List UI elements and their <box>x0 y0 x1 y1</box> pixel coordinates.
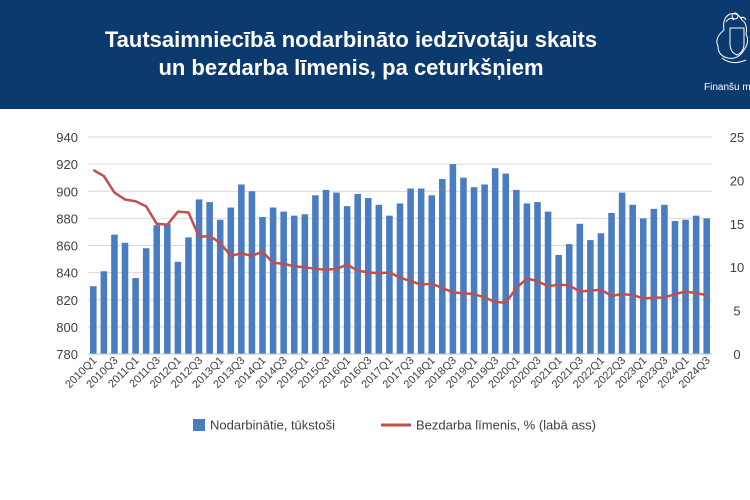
chart: 780 800 820 840 860 880 900 920 940 0 5 10 15 20 25 2… <box>56 130 744 433</box>
bar-2023Q1 <box>639 218 647 354</box>
right-axis-tick-label: 0 <box>733 347 740 362</box>
bar-2015Q1 <box>301 214 309 354</box>
unemployment-line <box>92 168 707 305</box>
bar-2010Q1 <box>90 286 97 354</box>
left-axis-tick-label: 840 <box>56 266 78 281</box>
legend: Nodarbinātie, tūkstoši Bezdarba līmenis,… <box>193 418 596 433</box>
left-axis-tick-label: 860 <box>56 239 78 254</box>
bar-2020Q1 <box>513 189 520 354</box>
left-axis-tick-label: 880 <box>56 211 78 226</box>
bar-2021Q2 <box>565 244 573 354</box>
bar-2011Q2 <box>142 248 150 354</box>
right-axis-tick-label: 20 <box>730 173 744 188</box>
bar-2020Q4 <box>544 211 552 354</box>
bar-2021Q4 <box>587 240 594 354</box>
bar-2016Q2 <box>354 193 361 354</box>
bar-2022Q4 <box>629 204 636 354</box>
bar-2013Q4 <box>248 191 256 354</box>
bar-2019Q4 <box>502 173 510 354</box>
legend-swatch-employed <box>193 419 205 431</box>
bar-2011Q1 <box>132 278 139 354</box>
bar-2019Q1 <box>470 187 478 354</box>
bar-2023Q2 <box>650 208 658 354</box>
bar-2020Q3 <box>534 202 541 354</box>
bar-2022Q1 <box>597 233 605 354</box>
bar-2015Q3 <box>322 189 330 354</box>
left-axis-tick-label: 780 <box>56 347 78 362</box>
bar-2011Q3 <box>153 225 161 354</box>
bar-2024Q1 <box>682 219 689 354</box>
title-line-1: Tautsaimniecībā nodarbināto iedzīvotāju … <box>104 27 598 52</box>
bar-2017Q4 <box>417 188 425 354</box>
legend-label-unemployment: Bezdarba līmenis, % (labā ass) <box>416 418 596 433</box>
header-bar: Tautsaimniecībā nodarbināto iedzīvotāju … <box>0 0 750 109</box>
bar-2017Q1 <box>386 215 393 354</box>
bar-2017Q3 <box>407 188 414 354</box>
bar-2021Q1 <box>555 254 562 354</box>
bar-2010Q2 <box>100 271 108 354</box>
bar-2012Q3 <box>195 199 203 354</box>
left-axis-tick-label: 900 <box>56 184 78 199</box>
bar-2014Q2 <box>269 207 277 354</box>
page-title: Tautsaimniecībā nodarbināto iedzīvotāju … <box>0 26 702 82</box>
bar-2023Q3 <box>661 204 668 354</box>
left-axis-tick-label: 800 <box>56 320 78 335</box>
bar-2012Q1 <box>174 261 182 354</box>
bar-2016Q4 <box>375 204 383 354</box>
bar-2019Q3 <box>491 168 499 354</box>
title-line-2: un bezdarba līmenis, pa ceturkšņiem <box>158 55 544 80</box>
bar-2013Q1 <box>216 219 224 354</box>
bar-2015Q4 <box>333 192 340 354</box>
bar-2012Q2 <box>185 237 192 354</box>
bar-2018Q4 <box>460 177 467 354</box>
bar-2014Q3 <box>280 211 287 354</box>
bar-2016Q1 <box>343 206 351 354</box>
bar-2013Q3 <box>238 184 245 354</box>
bar-2010Q3 <box>111 234 118 354</box>
right-axis-tick-label: 25 <box>730 130 744 145</box>
bar-2022Q3 <box>618 192 626 354</box>
bar-2015Q2 <box>312 195 319 354</box>
bar-2011Q4 <box>164 223 171 354</box>
x-axis-ticks: 2010Q12010Q32011Q12011Q32012Q12012Q32013… <box>63 353 713 391</box>
bar-2012Q4 <box>206 202 213 354</box>
bar-2014Q4 <box>290 215 298 354</box>
line-series <box>92 168 707 305</box>
bar-2018Q3 <box>449 164 457 354</box>
right-axis-tick-label: 10 <box>730 260 744 275</box>
bar-2023Q4 <box>671 221 679 354</box>
bar-2024Q2 <box>692 215 700 354</box>
right-axis-tick-label: 5 <box>733 304 740 319</box>
bar-2016Q3 <box>364 198 372 354</box>
coat-of-arms-logo: Finanšu m <box>704 8 750 103</box>
right-axis-ticks: 0 5 10 15 20 25 <box>730 130 744 362</box>
left-axis-tick-label: 820 <box>56 293 78 308</box>
bar-2013Q2 <box>227 207 235 354</box>
bar-2010Q4 <box>121 242 129 354</box>
bar-2024Q3 <box>703 218 710 354</box>
bar-2018Q1 <box>428 195 436 354</box>
right-axis-tick-label: 15 <box>730 217 744 232</box>
bar-2014Q1 <box>259 217 266 354</box>
bar-2018Q2 <box>439 179 446 354</box>
bar-2022Q2 <box>608 212 615 354</box>
left-axis-tick-label: 920 <box>56 157 78 172</box>
bar-2019Q2 <box>481 184 488 354</box>
bar-series <box>90 164 710 354</box>
left-axis-tick-label: 940 <box>56 130 78 145</box>
logo-label: Finanšu m <box>704 82 750 93</box>
coat-of-arms-icon <box>716 12 749 64</box>
left-axis-ticks: 780 800 820 840 860 880 900 920 940 <box>56 130 78 362</box>
legend-label-employed: Nodarbinātie, tūkstoši <box>210 418 335 433</box>
bar-2021Q3 <box>576 223 584 354</box>
